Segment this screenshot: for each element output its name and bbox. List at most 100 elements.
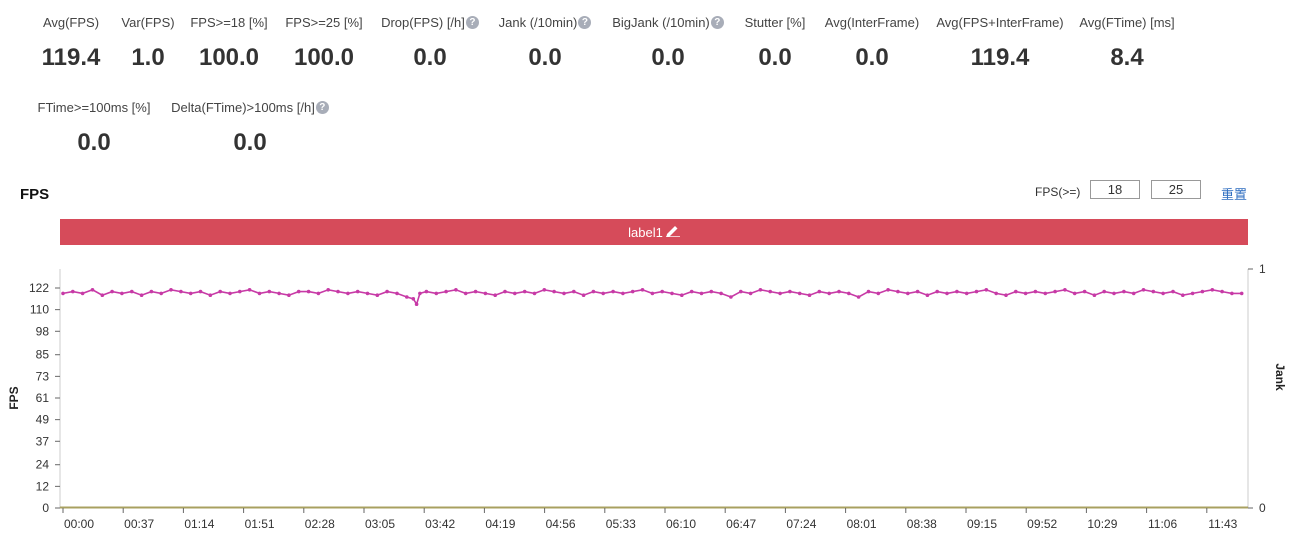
fps-data-point <box>267 289 272 294</box>
help-icon[interactable]: ? <box>578 16 592 29</box>
help-icon[interactable]: ? <box>315 101 329 114</box>
fps-data-point <box>1200 289 1205 294</box>
fps-data-point <box>984 288 989 292</box>
stat-value: 0.0 <box>758 44 792 71</box>
fps-data-point <box>1239 291 1244 296</box>
x-tick-label: 02:28 <box>305 517 335 531</box>
fps-data-point <box>395 291 399 296</box>
fps-data-point <box>424 289 429 294</box>
fps-data-point <box>974 289 979 294</box>
fps-data-point <box>90 288 95 292</box>
y-tick-label: 12 <box>36 479 50 493</box>
stat-label: Avg(InterFrame) <box>824 15 920 30</box>
fps-data-point <box>709 289 714 294</box>
fps-chart: 0 12 24 37 49 61 73 85 98 110 122 0 1 00:00 00:37 01:14… <box>7 262 1287 531</box>
stat-label: Avg(FTime) [ms] <box>1079 15 1175 30</box>
fps-data-point <box>758 288 763 292</box>
y-tick-label: 61 <box>36 391 50 405</box>
stat-ftime-100ms: FTime>=100ms [%] 0.0 <box>0 100 194 157</box>
fps-data-point <box>355 289 360 294</box>
fps-data-point <box>316 291 321 296</box>
pencil-icon[interactable] <box>663 224 680 240</box>
fps-data-point <box>1102 289 1106 294</box>
fps-data-point <box>994 291 998 296</box>
fps-data-point <box>1122 289 1126 294</box>
fps-data-point <box>61 291 65 296</box>
y-tick-label: 98 <box>36 324 50 338</box>
fps-threshold-low-input[interactable] <box>1090 180 1140 199</box>
x-tick-label: 05:33 <box>606 517 636 531</box>
x-tick-label: 08:01 <box>847 517 877 531</box>
x-tick-label: 01:14 <box>184 517 214 531</box>
x-tick-label: 08:38 <box>907 517 937 531</box>
stat-label: Var(FPS) <box>121 15 175 30</box>
fps-data-point <box>1033 289 1038 294</box>
y-tick-label: 0 <box>42 501 49 515</box>
fps-data-point <box>483 291 488 296</box>
fps-data-point <box>572 289 576 294</box>
fps-data-point <box>748 291 753 296</box>
stat-jank-10min: Jank (/10min)? 0.0 <box>445 15 645 72</box>
fps-data-point <box>827 291 831 296</box>
fps-data-point <box>1072 291 1077 296</box>
label-bar-text: label1 <box>628 224 663 240</box>
x-tick-label: 00:37 <box>124 517 154 531</box>
help-icon[interactable]: ? <box>710 16 724 29</box>
stat-value: 0.0 <box>528 44 562 71</box>
reset-button[interactable]: 重置 <box>1221 187 1248 202</box>
fps-data-point <box>797 291 802 296</box>
fps-data-point <box>532 291 537 296</box>
fps-data-point <box>1151 289 1156 294</box>
stat-value: 0.0 <box>855 44 889 71</box>
fps-data-point <box>130 289 134 294</box>
fps-data-point <box>1023 291 1028 296</box>
label-bar[interactable]: label1 <box>60 219 1248 245</box>
fps-data-point <box>493 293 498 297</box>
stat-value: 119.4 <box>970 44 1030 71</box>
y-tick-label: 49 <box>36 413 50 427</box>
fps-data-point <box>326 288 331 292</box>
y-tick-label: 73 <box>36 369 50 383</box>
x-tick-label: 04:19 <box>485 517 515 531</box>
fps-data-point <box>640 288 645 292</box>
fps-data-point <box>670 291 674 296</box>
fps-data-point <box>660 289 664 294</box>
stat-value: 0.0 <box>651 44 685 71</box>
stat-label: FPS>=25 [%] <box>285 15 363 30</box>
fps-data-point <box>935 289 939 294</box>
fps-data-point <box>159 291 163 296</box>
x-tick-label: 03:05 <box>365 517 395 531</box>
y-tick-label: 110 <box>30 303 49 317</box>
fps-data-point <box>179 289 183 294</box>
stat-value: 100.0 <box>293 44 355 71</box>
x-tick-label: 09:52 <box>1027 517 1057 531</box>
fps-data-point <box>1230 291 1234 296</box>
fps-data-point <box>1210 288 1215 292</box>
fps-data-point <box>621 291 625 296</box>
stat-label: BigJank (/10min) <box>612 15 710 30</box>
stat-label: Avg(FPS) <box>42 15 100 30</box>
stat-value: 119.4 <box>41 44 101 71</box>
y-axis-title: FPS <box>7 386 21 409</box>
fps-data-point <box>807 293 812 297</box>
fps-data-point <box>522 289 527 294</box>
fps-data-point <box>336 289 340 294</box>
fps-threshold-high-input[interactable] <box>1151 180 1201 199</box>
fps-data-point <box>630 289 635 294</box>
fps-data-point <box>346 291 350 296</box>
fps-data-point <box>375 293 380 297</box>
fps-data-point <box>611 289 615 294</box>
fps-data-point <box>1131 291 1136 296</box>
fps-data-point <box>1181 293 1185 297</box>
fps-data-point <box>198 289 203 294</box>
fps-threshold-label: FPS(>=) <box>1035 185 1081 199</box>
fps-data-point <box>100 293 105 297</box>
fps-data-point <box>411 297 416 301</box>
help-icon[interactable]: ? <box>465 16 479 29</box>
fps-data-point <box>169 288 173 292</box>
fps-data-point <box>188 291 193 296</box>
fps-data-point <box>650 291 655 296</box>
stat-fps-25: FPS>=25 [%] 100.0 <box>224 15 424 72</box>
stat-avg-fps-interframe: Avg(FPS+InterFrame) 119.4 <box>900 15 1100 72</box>
fps-data-point <box>837 289 841 294</box>
